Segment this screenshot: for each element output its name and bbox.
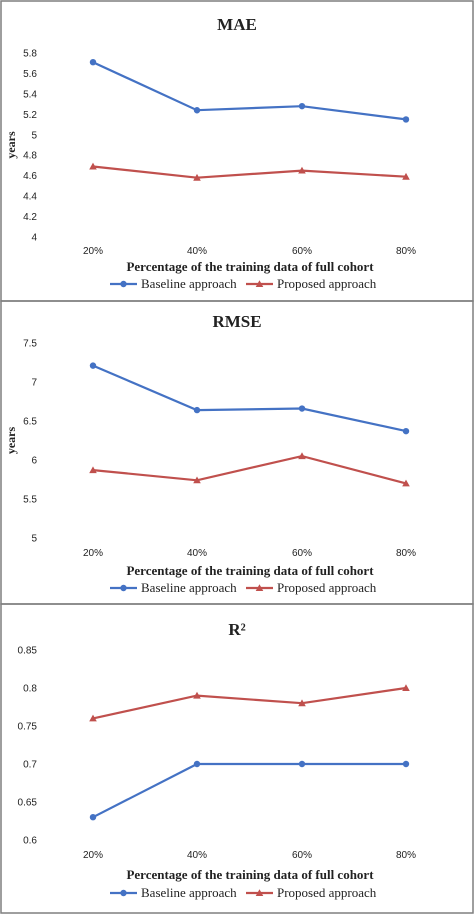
legend-marker-baseline — [120, 280, 127, 288]
y-tick-label: 7 — [31, 378, 37, 389]
x-tick-label: 60% — [292, 246, 312, 257]
data-point-proposed — [193, 691, 201, 699]
y-tick-label: 0.8 — [23, 684, 37, 695]
data-point-proposed — [298, 166, 306, 174]
series-line-baseline — [92, 61, 407, 121]
data-point-proposed — [402, 172, 410, 180]
y-tick-label: 4.8 — [23, 151, 37, 162]
panel-border-r2 — [0, 603, 474, 914]
y-tick-label: 5.2 — [23, 110, 37, 121]
y-tick-label: 0.7 — [23, 760, 37, 771]
y-tick-label: 5.4 — [23, 89, 37, 100]
y-tick-label: 4.6 — [23, 171, 37, 182]
x-tick-label: 40% — [187, 246, 207, 257]
legend-label-baseline: Baseline approach — [141, 276, 237, 291]
y-tick-label: 0.65 — [18, 798, 38, 809]
legend-label-proposed: Proposed approach — [277, 885, 377, 900]
data-point-proposed — [193, 476, 201, 484]
x-tick-label: 80% — [396, 548, 416, 559]
y-tick-label: 7.5 — [23, 339, 37, 350]
series-line-proposed — [92, 165, 407, 179]
legend: Baseline approach Proposed approach — [110, 580, 377, 595]
x-tick-label: 80% — [396, 850, 416, 861]
data-point-proposed — [402, 479, 410, 487]
series-line-baseline — [92, 364, 407, 433]
data-point-proposed — [298, 699, 306, 707]
x-tick-label: 60% — [292, 850, 312, 861]
x-tick-label: 20% — [83, 246, 103, 257]
x-tick-label: 20% — [83, 548, 103, 559]
data-point-proposed — [402, 684, 410, 691]
y-tick-label: 5 — [31, 130, 37, 141]
y-tick-label: 5.8 — [23, 49, 37, 60]
x-tick-label: 40% — [187, 548, 207, 559]
data-point-baseline — [402, 427, 410, 435]
y-axis-label: years — [4, 427, 18, 455]
x-tick-label: 80% — [396, 246, 416, 257]
y-tick-label: 5 — [31, 534, 37, 545]
x-tick-label: 60% — [292, 548, 312, 559]
y-tick-label: 6 — [31, 456, 37, 467]
y-tick-label: 0.85 — [18, 646, 38, 657]
legend-marker-proposed — [255, 280, 264, 287]
x-tick-label: 20% — [83, 850, 103, 861]
data-point-baseline — [89, 59, 97, 66]
data-point-baseline — [193, 760, 201, 768]
chart-r2: R² 0.6 0.65 0.7 0.75 0.8 0.85 20% 40% 60% 80% Perce… — [18, 620, 417, 900]
chart-rmse: RMSE 5 5.5 6 6.5 7 7.5 years 20% 40% 60% 80% Percent… — [4, 312, 416, 595]
y-tick-label: 0.6 — [23, 836, 37, 847]
chart-title: RMSE — [212, 312, 261, 331]
legend-marker-baseline — [120, 889, 127, 897]
y-tick-label: 0.75 — [18, 722, 38, 733]
data-point-baseline — [402, 760, 410, 768]
y-tick-label: 4 — [31, 233, 37, 244]
y-tick-label: 5.6 — [23, 69, 37, 80]
y-tick-label: 5.5 — [23, 495, 37, 506]
legend-label-proposed: Proposed approach — [277, 580, 377, 595]
data-point-baseline — [89, 362, 97, 369]
legend: Baseline approach Proposed approach — [110, 885, 377, 900]
y-tick-label: 4.2 — [23, 212, 37, 223]
data-point-proposed — [89, 466, 97, 474]
data-point-baseline — [193, 107, 201, 114]
data-point-proposed — [298, 452, 306, 460]
legend-marker-proposed — [255, 889, 264, 896]
series-line-baseline — [92, 762, 406, 819]
legend: Baseline approach Proposed approach — [110, 276, 377, 291]
x-axis-label: Percentage of the training data of full … — [126, 867, 374, 882]
legend-label-baseline: Baseline approach — [141, 885, 237, 900]
series-line-proposed — [92, 686, 407, 720]
y-tick-label: 6.5 — [23, 417, 37, 428]
x-tick-label: 40% — [187, 850, 207, 861]
data-point-baseline — [193, 406, 201, 414]
data-point-baseline — [402, 116, 410, 123]
y-tick-label: 4.4 — [23, 192, 37, 203]
data-point-baseline — [298, 760, 306, 768]
x-axis-label: Percentage of the training data of full … — [126, 563, 374, 578]
legend-label-baseline: Baseline approach — [141, 580, 237, 595]
data-point-proposed — [89, 714, 97, 722]
data-point-proposed — [193, 173, 201, 181]
data-point-baseline — [89, 814, 97, 821]
legend-marker-baseline — [120, 584, 127, 592]
chart-mae: MAE 4 4.2 4.4 4.6 4.8 5 5.2 5.4 5.6 5.8 years 20% 40%… — [4, 15, 416, 291]
legend-label-proposed: Proposed approach — [277, 276, 377, 291]
y-axis-label: years — [4, 131, 18, 159]
chart-title: R² — [228, 620, 245, 639]
legend-marker-proposed — [255, 584, 264, 591]
series-line-proposed — [92, 454, 407, 485]
chart-title: MAE — [217, 15, 257, 34]
x-axis-label: Percentage of the training data of full … — [126, 259, 374, 274]
data-point-baseline — [298, 405, 306, 412]
data-point-proposed — [89, 162, 97, 170]
data-point-baseline — [298, 102, 306, 110]
